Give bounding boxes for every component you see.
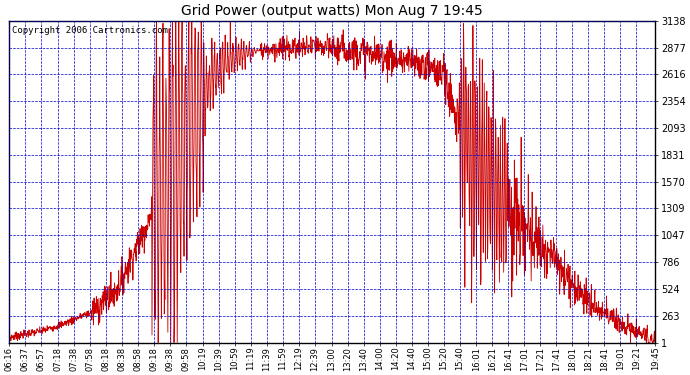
Text: Copyright 2006 Cartronics.com: Copyright 2006 Cartronics.com	[12, 26, 168, 34]
Title: Grid Power (output watts) Mon Aug 7 19:45: Grid Power (output watts) Mon Aug 7 19:4…	[181, 4, 483, 18]
